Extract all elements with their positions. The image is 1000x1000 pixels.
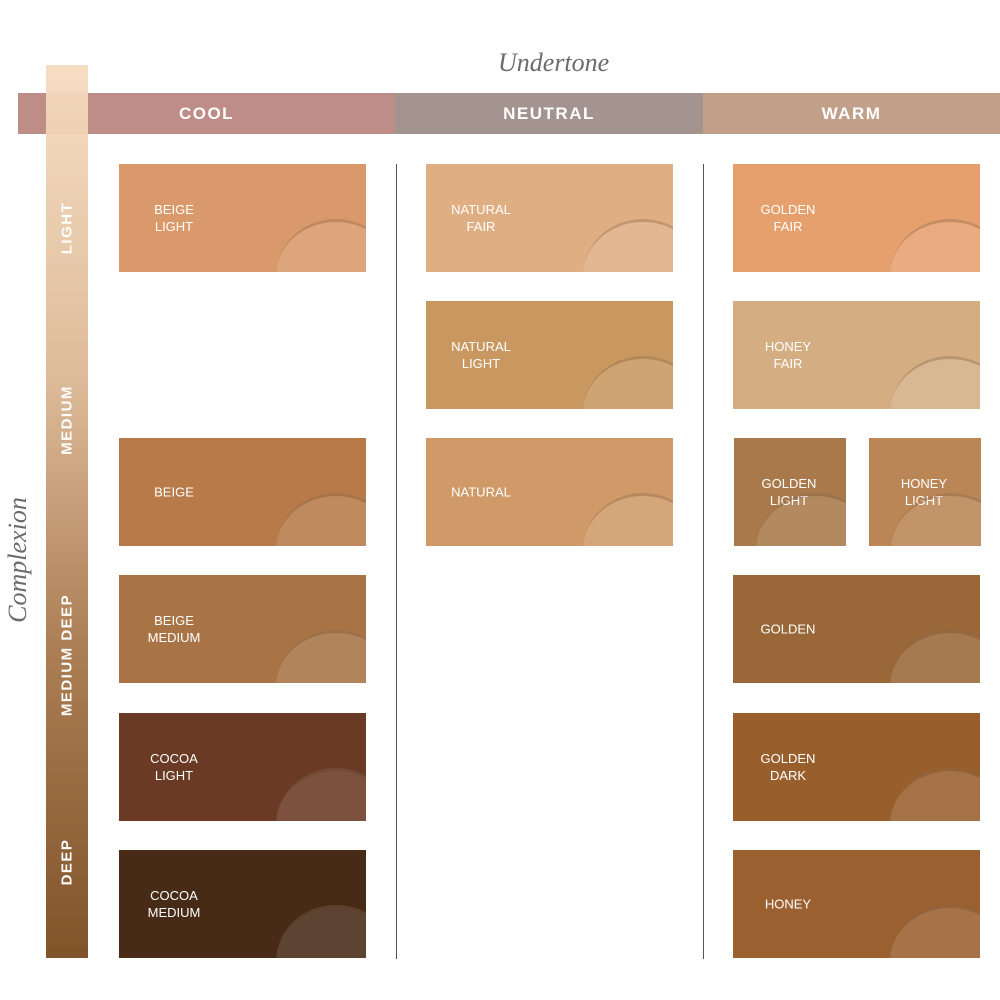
swatch-label-line: BEIGE bbox=[154, 484, 194, 500]
header-neutral: NEUTRAL bbox=[395, 93, 703, 134]
swatch: GOLDEN DARK bbox=[733, 713, 980, 821]
swatch-label: NATURAL FAIR bbox=[426, 201, 536, 235]
divider bbox=[703, 164, 704, 959]
swatch-label: COCOA LIGHT bbox=[119, 750, 229, 784]
swatch-label-line: FAIR bbox=[773, 219, 803, 234]
swatch: COCOA MEDIUM bbox=[119, 850, 366, 958]
swatch: NATURAL bbox=[426, 438, 673, 546]
swatch-label: BEIGE LIGHT bbox=[119, 201, 229, 235]
swatch: GOLDEN bbox=[733, 575, 980, 683]
swatch: BEIGE MEDIUM bbox=[119, 575, 366, 683]
swatch-label-line: LIGHT bbox=[154, 768, 194, 783]
swatch-label-line: LIGHT bbox=[154, 219, 194, 234]
swatch-label-line: COCOA bbox=[150, 888, 198, 903]
swatch-label: HONEY bbox=[733, 896, 843, 913]
row-label: DEEP bbox=[58, 838, 76, 886]
swatch: GOLDEN FAIR bbox=[733, 164, 980, 272]
complexion-title: Complexion bbox=[3, 497, 32, 623]
undertone-title: Undertone bbox=[498, 48, 610, 77]
swatch-label: BEIGE MEDIUM bbox=[119, 612, 229, 646]
swatch-label-line: GOLDEN bbox=[760, 751, 816, 766]
swatch-label: GOLDEN bbox=[733, 621, 843, 638]
swatch-label-line: FAIR bbox=[466, 219, 496, 234]
swatch-label-line: COCOA bbox=[150, 751, 198, 766]
swatch-label-line: GOLDEN bbox=[760, 621, 816, 637]
swatch-label-line: LIGHT bbox=[904, 493, 944, 508]
swatch-label: BEIGE bbox=[119, 484, 229, 501]
swatch-label-line: FAIR bbox=[773, 356, 803, 371]
row-label: MEDIUM bbox=[58, 385, 76, 455]
swatch-label-line: DARK bbox=[769, 768, 807, 783]
swatch-label-line: GOLDEN bbox=[760, 202, 816, 217]
swatch-label: HONEY FAIR bbox=[733, 338, 843, 372]
swatch-label-line: HONEY bbox=[900, 476, 948, 491]
swatch: NATURAL FAIR bbox=[426, 164, 673, 272]
divider bbox=[396, 164, 397, 959]
swatch-label-line: MEDIUM bbox=[147, 905, 201, 920]
swatch: NATURAL LIGHT bbox=[426, 301, 673, 409]
swatch: HONEY bbox=[733, 850, 980, 958]
swatch: BEIGE bbox=[119, 438, 366, 546]
swatch: BEIGE LIGHT bbox=[119, 164, 366, 272]
swatch-label: GOLDEN FAIR bbox=[733, 201, 843, 235]
complexion-bar bbox=[46, 65, 88, 958]
swatch: HONEY FAIR bbox=[733, 301, 980, 409]
swatch: HONEY LIGHT bbox=[869, 438, 981, 546]
swatch-label-line: BEIGE bbox=[154, 202, 194, 217]
row-label: LIGHT bbox=[58, 201, 76, 255]
swatch-label: GOLDEN LIGHT bbox=[734, 475, 844, 509]
swatch-label-line: HONEY bbox=[764, 339, 812, 354]
header-warm: WARM bbox=[703, 93, 1000, 134]
swatch-label-line: LIGHT bbox=[461, 356, 501, 371]
swatch-label: NATURAL LIGHT bbox=[426, 338, 536, 372]
swatch-label-line: LIGHT bbox=[769, 493, 809, 508]
swatch-label-line: HONEY bbox=[764, 896, 812, 912]
swatch-label-line: NATURAL bbox=[451, 484, 511, 500]
swatch-label-line: BEIGE bbox=[154, 613, 194, 628]
swatch: GOLDEN LIGHT bbox=[734, 438, 846, 546]
swatch-label-line: GOLDEN bbox=[761, 476, 817, 491]
swatch-label: NATURAL bbox=[426, 484, 536, 501]
swatch-label-line: NATURAL bbox=[451, 339, 511, 354]
swatch-label: COCOA MEDIUM bbox=[119, 887, 229, 921]
row-label: MEDIUM DEEP bbox=[58, 593, 76, 717]
swatch-label: GOLDEN DARK bbox=[733, 750, 843, 784]
swatch-label-line: NATURAL bbox=[451, 202, 511, 217]
swatch-label-line: MEDIUM bbox=[147, 630, 201, 645]
swatch-label: HONEY LIGHT bbox=[869, 475, 979, 509]
swatch: COCOA LIGHT bbox=[119, 713, 366, 821]
